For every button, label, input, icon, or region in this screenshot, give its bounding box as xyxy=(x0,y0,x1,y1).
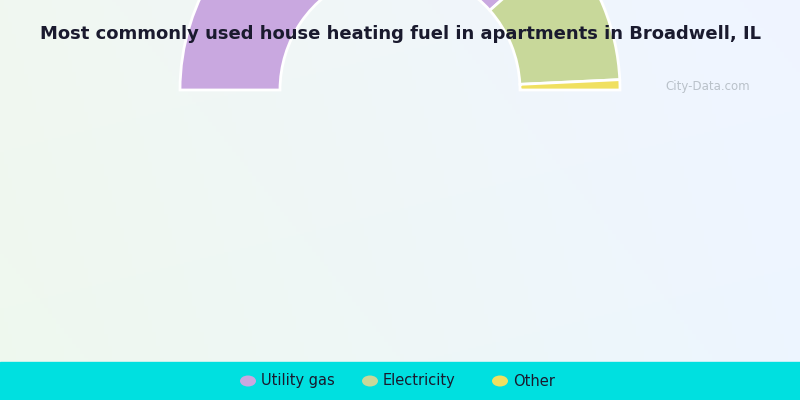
Ellipse shape xyxy=(492,376,508,386)
Wedge shape xyxy=(490,0,620,84)
Text: Utility gas: Utility gas xyxy=(261,374,334,388)
Ellipse shape xyxy=(362,376,378,386)
Wedge shape xyxy=(520,80,620,90)
Wedge shape xyxy=(180,0,565,90)
Bar xyxy=(0,362,800,400)
Text: Most commonly used house heating fuel in apartments in Broadwell, IL: Most commonly used house heating fuel in… xyxy=(39,25,761,43)
Ellipse shape xyxy=(240,376,256,386)
Text: City-Data.com: City-Data.com xyxy=(666,80,750,93)
Text: Electricity: Electricity xyxy=(383,374,456,388)
Text: Other: Other xyxy=(513,374,555,388)
